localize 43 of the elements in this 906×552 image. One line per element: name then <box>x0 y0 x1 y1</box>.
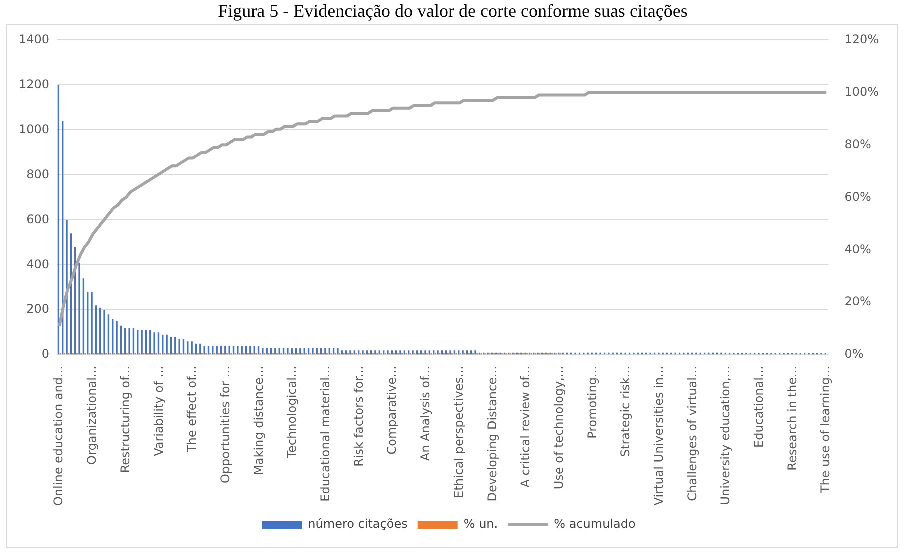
x-tick-label: The effect of... <box>185 366 200 454</box>
y-tick-label: 600 <box>26 212 50 226</box>
x-tick-label: Promoting... <box>585 366 600 439</box>
y2-tick-label: 0% <box>844 347 864 362</box>
x-tick-label: Online education and... <box>52 366 66 506</box>
x-tick-label: Strategic risk... <box>618 366 633 458</box>
x-tick-label: Challenges of virtual... <box>685 366 700 502</box>
x-tick-label: The use of learning... <box>818 366 833 494</box>
y2-tick-label: 60% <box>844 190 872 204</box>
y-tick-label: 1200 <box>18 77 50 92</box>
x-tick-label: Technological... <box>285 366 300 460</box>
x-tick-label: Ethical perspectives... <box>452 366 466 498</box>
x-tick-label: Educational... <box>752 366 766 448</box>
x-tick-label: Research in the... <box>785 366 800 471</box>
y2-tick-label: 20% <box>844 294 872 309</box>
y2-tick-label: 120% <box>844 32 880 46</box>
y-tick-label: 0 <box>42 347 50 362</box>
x-tick-label: A critical review of... <box>518 366 533 488</box>
x-tick-label: Risk factors for... <box>352 366 366 467</box>
legend-label: % un. <box>464 517 498 532</box>
x-tick-label: Restructuring of... <box>118 366 132 474</box>
x-tick-label: Developing Distance... <box>485 366 500 502</box>
x-tick-label: Variability of ... <box>152 366 166 456</box>
legend-label: % acumulado <box>554 517 636 532</box>
x-tick-label: Opportunities for ... <box>218 366 232 484</box>
x-tick-label: Comparative... <box>385 366 400 455</box>
y-tick-label: 1000 <box>18 122 50 136</box>
legend-label: número citações <box>308 517 408 532</box>
x-tick-label: University education,... <box>718 366 733 506</box>
x-tick-label: Making distance... <box>252 366 266 476</box>
y-tick-label: 800 <box>26 167 50 182</box>
x-tick-label: An Analysis of... <box>418 366 433 462</box>
y2-tick-label: 100% <box>844 84 880 99</box>
y2-tick-label: 40% <box>844 242 872 256</box>
x-tick-label: Virtual Universities in... <box>652 366 666 506</box>
y-tick-label: 200 <box>26 302 50 316</box>
y-tick-label: 1400 <box>18 32 50 46</box>
chart-title: Figura 5 - Evidenciação do valor de corte conforme suas citações <box>217 0 689 22</box>
x-tick-label: Educational material... <box>318 366 333 502</box>
y-tick-label: 400 <box>26 257 50 272</box>
x-tick-label: Organizational... <box>85 366 100 465</box>
x-tick-label: Use of technology,... <box>552 366 566 490</box>
y2-tick-label: 80% <box>844 137 872 152</box>
